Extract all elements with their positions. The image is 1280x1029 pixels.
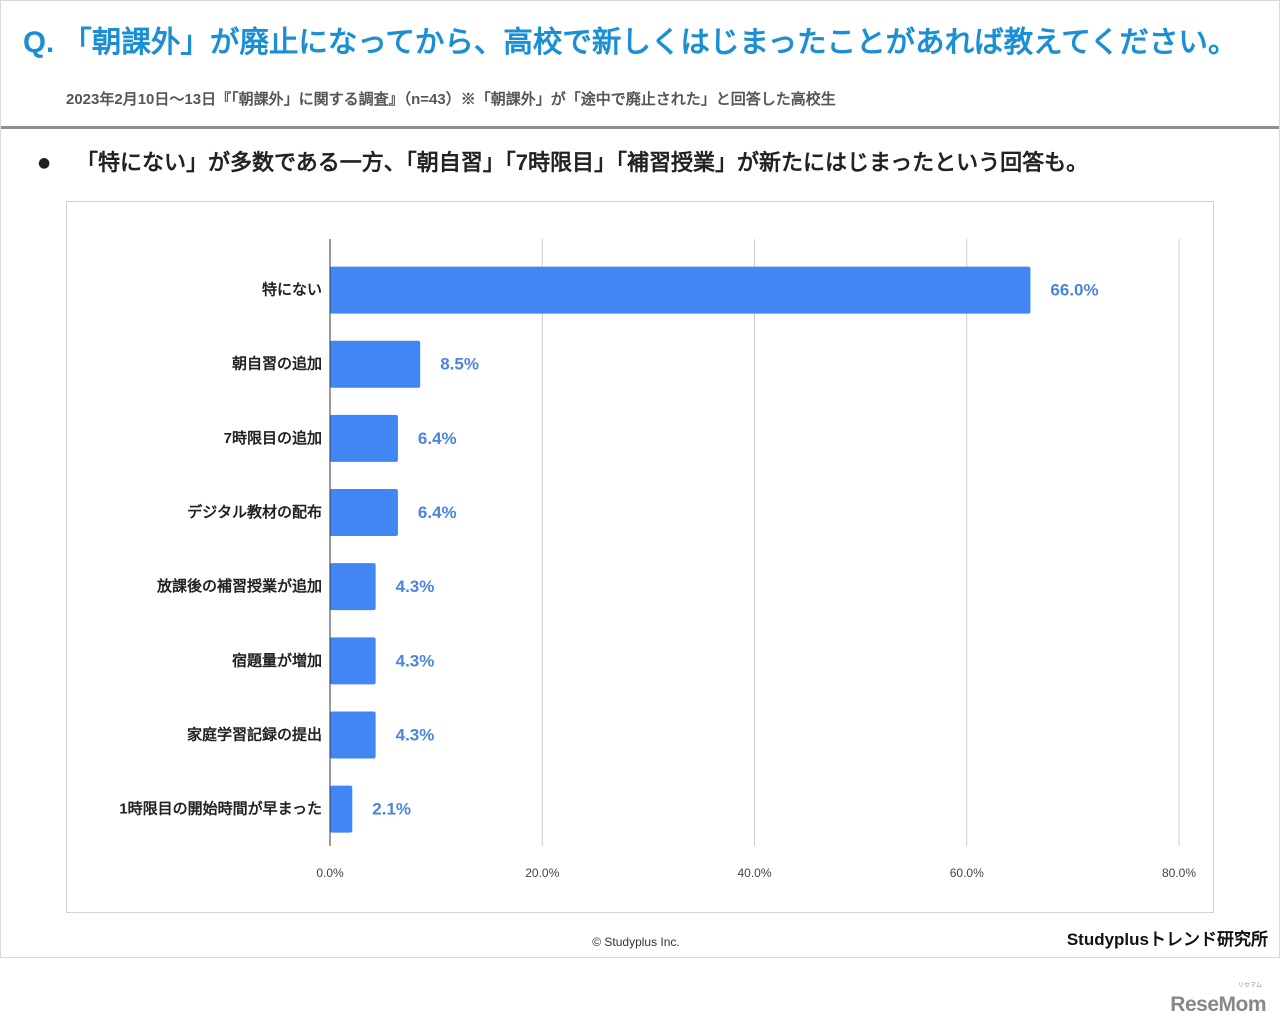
survey-note: 2023年2月10日～13日『「朝課外」に関する調査』（n=43）※「朝課外」が… — [66, 91, 836, 108]
chart-frame: 0.0% 20.0% 40.0% 60.0% 80.0% 特にない 66.0% 朝自習の追加 8… — [66, 201, 1214, 913]
chart-category-label: 特にない — [262, 281, 322, 299]
copyright: © Studyplus Inc. — [592, 935, 680, 949]
chart-tick-label: 20.0% — [525, 866, 559, 880]
bar-chart: 0.0% 20.0% 40.0% 60.0% 80.0% 特にない 66.0% 朝自習の追加 8… — [119, 239, 1196, 880]
chart-value-label: 4.3% — [396, 725, 435, 744]
chart-bar — [330, 340, 421, 388]
chart-bar — [330, 489, 398, 537]
chart-tick-label: 0.0% — [316, 866, 344, 880]
chart-category-label: 家庭学習記録の提出 — [187, 725, 322, 743]
chart-category-label: 1時限目の開始時間が早まった — [119, 800, 322, 818]
chart-bar — [330, 785, 353, 833]
chart-bar — [330, 266, 1031, 314]
bullet-icon: ● — [38, 155, 51, 171]
chart-bar — [330, 711, 376, 759]
chart-category-label: 7時限目の追加 — [224, 429, 322, 447]
brand-name: Studyplusトレンド研究所 — [1066, 930, 1268, 949]
watermark-kana: リセマム — [1237, 983, 1262, 989]
chart-value-label: 4.3% — [396, 577, 435, 596]
chart-value-label: 66.0% — [1050, 281, 1098, 300]
chart-tick-label: 60.0% — [950, 866, 984, 880]
chart-value-label: 6.4% — [418, 503, 457, 522]
header-divider — [1, 126, 1279, 129]
chart-category-label: 放課後の補習授業が追加 — [156, 577, 322, 595]
chart-value-label: 4.3% — [396, 651, 435, 670]
chart-category-label: デジタル教材の配布 — [187, 503, 322, 521]
chart-value-label: 2.1% — [372, 800, 411, 819]
question-title: Q. 「朝課外」が廃止になってから、高校で新しくはじまったことがあれば教えてくだ… — [23, 26, 1238, 59]
chart-category-label: 朝自習の追加 — [232, 355, 322, 373]
watermark-logo: ReseMom — [1170, 993, 1266, 1016]
chart-tick-label: 80.0% — [1162, 866, 1196, 880]
chart-bar — [330, 637, 376, 685]
chart-value-label: 6.4% — [418, 429, 457, 448]
chart-bar — [330, 563, 376, 611]
summary-text: 「特にない」が多数である一方、「朝自習」「7時限目」「補習授業」が新たにはじまっ… — [76, 150, 1089, 175]
chart-category-label: 宿題量が増加 — [232, 651, 322, 669]
slide: Q. 「朝課外」が廃止になってから、高校で新しくはじまったことがあれば教えてくだ… — [0, 0, 1280, 958]
chart-tick-label: 40.0% — [737, 866, 771, 880]
chart-value-label: 8.5% — [440, 355, 479, 374]
chart-bar — [330, 414, 398, 462]
